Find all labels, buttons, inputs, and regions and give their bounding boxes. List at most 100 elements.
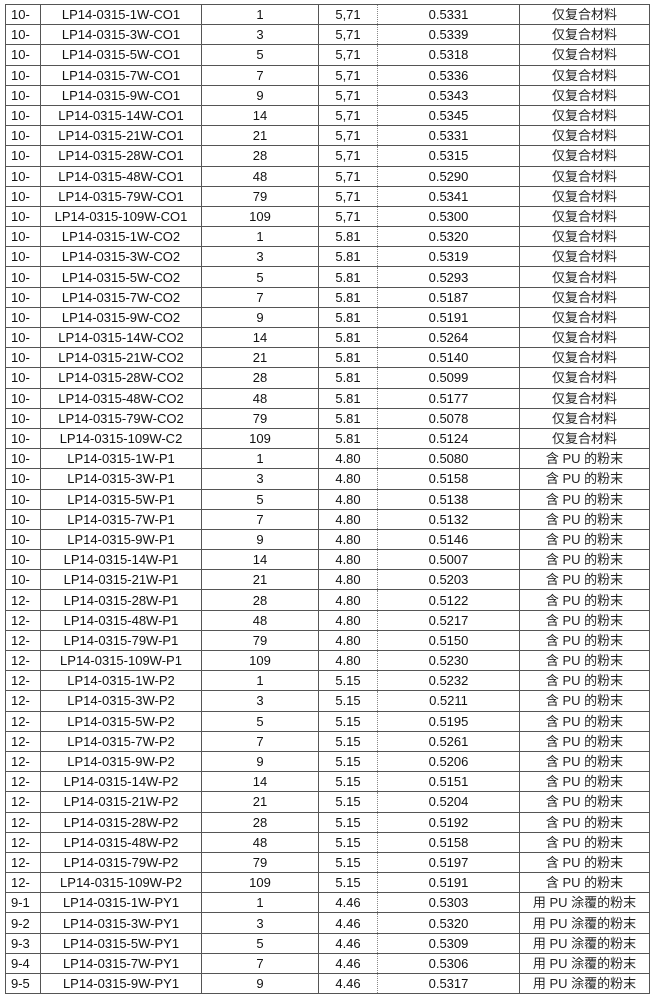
value-cell: 0.5204	[378, 792, 520, 812]
table-row: 10-LP14-0315-5W-CO155,710.5318仅复合材料	[6, 45, 650, 65]
sample-id-cell: LP14-0315-28W-CO1	[41, 146, 202, 166]
sample-group-cell: 12-	[6, 590, 41, 610]
ph-cell: 5.15	[319, 852, 378, 872]
data-table: 10-LP14-0315-1W-CO115,710.5331仅复合材料10-LP…	[5, 4, 650, 994]
value-cell: 0.5339	[378, 25, 520, 45]
sample-group-cell: 10-	[6, 388, 41, 408]
week-cell: 1	[202, 227, 319, 247]
table-row: 9-4LP14-0315-7W-PY174.460.5306用 PU 涂覆的粉末	[6, 953, 650, 973]
value-cell: 0.5146	[378, 529, 520, 549]
sample-group-cell: 12-	[6, 832, 41, 852]
sample-group-cell: 12-	[6, 873, 41, 893]
ph-cell: 5,71	[319, 65, 378, 85]
value-cell: 0.5331	[378, 5, 520, 25]
table-row: 10-LP14-0315-9W-CO195,710.5343仅复合材料	[6, 85, 650, 105]
value-cell: 0.5345	[378, 105, 520, 125]
ph-cell: 5,71	[319, 45, 378, 65]
material-cell: 仅复合材料	[520, 45, 650, 65]
ph-cell: 5,71	[319, 5, 378, 25]
week-cell: 1	[202, 893, 319, 913]
value-cell: 0.5317	[378, 974, 520, 994]
sample-group-cell: 10-	[6, 328, 41, 348]
ph-cell: 4.46	[319, 913, 378, 933]
ph-cell: 5.81	[319, 328, 378, 348]
material-cell: 含 PU 的粉末	[520, 610, 650, 630]
value-cell: 0.5132	[378, 509, 520, 529]
material-cell: 仅复合材料	[520, 348, 650, 368]
value-cell: 0.5080	[378, 449, 520, 469]
table-row: 12-LP14-0315-109W-P11094.800.5230含 PU 的粉…	[6, 651, 650, 671]
sample-id-cell: LP14-0315-14W-P1	[41, 550, 202, 570]
material-cell: 含 PU 的粉末	[520, 751, 650, 771]
value-cell: 0.5140	[378, 348, 520, 368]
sample-id-cell: LP14-0315-1W-P1	[41, 449, 202, 469]
ph-cell: 5.81	[319, 307, 378, 327]
sample-group-cell: 9-5	[6, 974, 41, 994]
week-cell: 28	[202, 368, 319, 388]
value-cell: 0.5124	[378, 428, 520, 448]
ph-cell: 5,71	[319, 166, 378, 186]
material-cell: 含 PU 的粉末	[520, 529, 650, 549]
ph-cell: 5.81	[319, 227, 378, 247]
sample-id-cell: LP14-0315-9W-PY1	[41, 974, 202, 994]
sample-group-cell: 10-	[6, 5, 41, 25]
week-cell: 7	[202, 953, 319, 973]
week-cell: 109	[202, 428, 319, 448]
value-cell: 0.5331	[378, 126, 520, 146]
week-cell: 9	[202, 974, 319, 994]
week-cell: 48	[202, 166, 319, 186]
week-cell: 7	[202, 287, 319, 307]
table-row: 10-LP14-0315-9W-CO295.810.5191仅复合材料	[6, 307, 650, 327]
sample-group-cell: 10-	[6, 85, 41, 105]
table-row: 10-LP14-0315-3W-CO235.810.5319仅复合材料	[6, 247, 650, 267]
week-cell: 7	[202, 65, 319, 85]
material-cell: 仅复合材料	[520, 267, 650, 287]
week-cell: 14	[202, 328, 319, 348]
table-row: 10-LP14-0315-48W-CO1485,710.5290仅复合材料	[6, 166, 650, 186]
ph-cell: 5.15	[319, 832, 378, 852]
value-cell: 0.5206	[378, 751, 520, 771]
sample-group-cell: 10-	[6, 489, 41, 509]
week-cell: 3	[202, 247, 319, 267]
table-row: 10-LP14-0315-48W-CO2485.810.5177仅复合材料	[6, 388, 650, 408]
sample-group-cell: 12-	[6, 751, 41, 771]
sample-id-cell: LP14-0315-7W-CO1	[41, 65, 202, 85]
value-cell: 0.5211	[378, 691, 520, 711]
week-cell: 9	[202, 307, 319, 327]
material-cell: 仅复合材料	[520, 247, 650, 267]
ph-cell: 5.81	[319, 408, 378, 428]
ph-cell: 5.81	[319, 348, 378, 368]
value-cell: 0.5318	[378, 45, 520, 65]
sample-id-cell: LP14-0315-7W-P2	[41, 731, 202, 751]
sample-id-cell: LP14-0315-9W-CO1	[41, 85, 202, 105]
value-cell: 0.5007	[378, 550, 520, 570]
sample-id-cell: LP14-0315-1W-CO1	[41, 5, 202, 25]
value-cell: 0.5343	[378, 85, 520, 105]
table-row: 10-LP14-0315-21W-CO2215.810.5140仅复合材料	[6, 348, 650, 368]
material-cell: 含 PU 的粉末	[520, 590, 650, 610]
value-cell: 0.5192	[378, 812, 520, 832]
material-cell: 含 PU 的粉末	[520, 671, 650, 691]
ph-cell: 5,71	[319, 206, 378, 226]
ph-cell: 5.15	[319, 812, 378, 832]
sample-group-cell: 12-	[6, 852, 41, 872]
sample-id-cell: LP14-0315-14W-P2	[41, 772, 202, 792]
sample-group-cell: 12-	[6, 630, 41, 650]
table-row: 10-LP14-0315-21W-CO1215,710.5331仅复合材料	[6, 126, 650, 146]
sample-group-cell: 9-2	[6, 913, 41, 933]
material-cell: 用 PU 涂覆的粉末	[520, 933, 650, 953]
ph-cell: 5,71	[319, 146, 378, 166]
sample-id-cell: LP14-0315-21W-CO2	[41, 348, 202, 368]
week-cell: 79	[202, 186, 319, 206]
sample-id-cell: LP14-0315-21W-CO1	[41, 126, 202, 146]
week-cell: 48	[202, 610, 319, 630]
table-body: 10-LP14-0315-1W-CO115,710.5331仅复合材料10-LP…	[6, 5, 650, 994]
table-row: 12-LP14-0315-21W-P2215.150.5204含 PU 的粉末	[6, 792, 650, 812]
sample-id-cell: LP14-0315-48W-CO1	[41, 166, 202, 186]
week-cell: 5	[202, 933, 319, 953]
ph-cell: 4.80	[319, 489, 378, 509]
sample-group-cell: 10-	[6, 206, 41, 226]
week-cell: 48	[202, 832, 319, 852]
week-cell: 109	[202, 206, 319, 226]
table-row: 10-LP14-0315-1W-P114.800.5080含 PU 的粉末	[6, 449, 650, 469]
